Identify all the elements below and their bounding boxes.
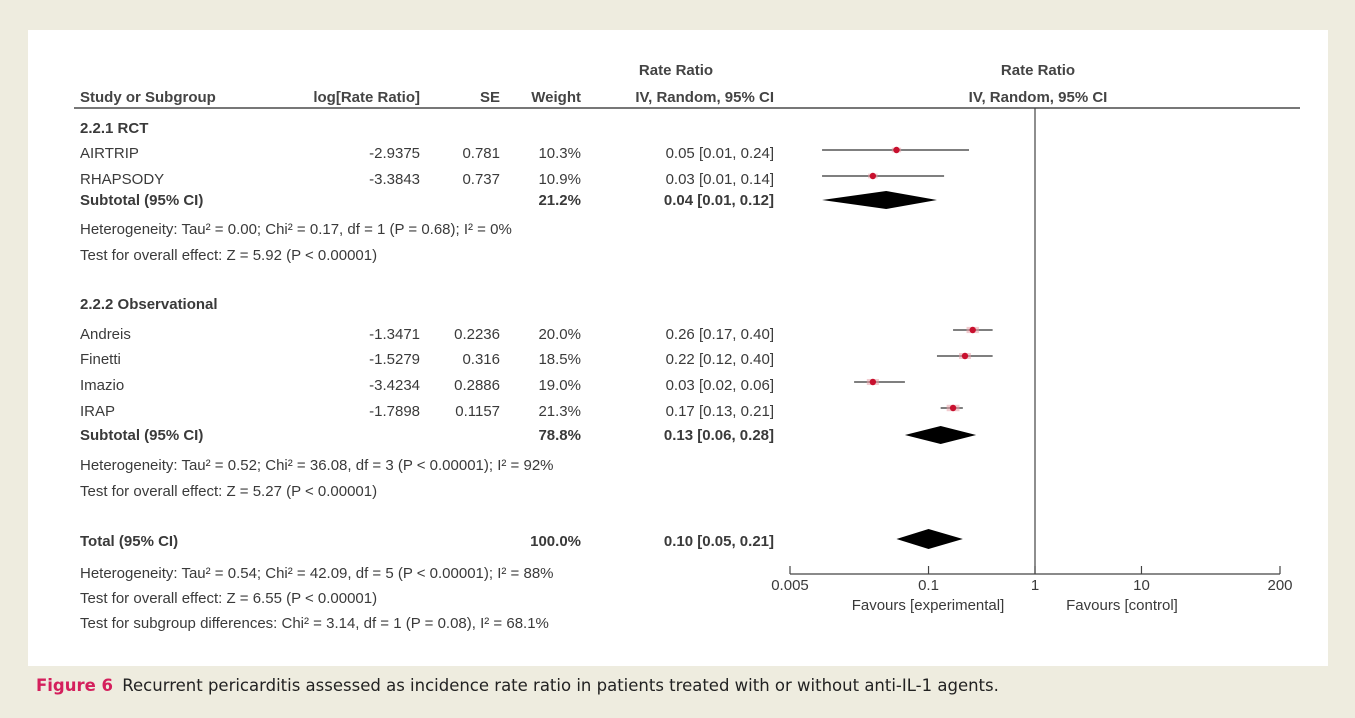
study-name: RHAPSODY [80,171,165,188]
heterogeneity-text: Heterogeneity: Tau² = 0.00; Chi² = 0.17,… [80,221,512,238]
forest-plot-panel: Rate Ratio Rate Ratio Study or Subgroup … [28,30,1328,666]
header-study: Study or Subgroup [80,89,216,106]
study-ci: 0.26 [0.17, 0.40] [665,326,774,343]
header-plot-method: IV, Random, 95% CI [968,89,1108,106]
study-ci: 0.17 [0.13, 0.21] [665,403,774,420]
study-log-rr: -1.3471 [369,326,420,343]
header-log-rr: log[Rate Ratio] [313,89,420,106]
study-weight: 10.9% [538,171,581,188]
favours-control-label: Favours [control] [1066,597,1178,614]
subgroup-title-rct: 2.2.1 RCT [80,120,149,137]
total-ci: 0.10 [0.05, 0.21] [663,533,774,550]
total-overall-effect-text: Test for overall effect: Z = 6.55 (P < 0… [80,590,378,607]
study-se: 0.316 [462,351,500,368]
subtotal-weight: 21.2% [538,192,581,209]
x-tick-label: 10 [1133,577,1150,594]
forest-plot-svg: 0.005 0.1 1 10 200 [771,108,1293,594]
subtotal-ci: 0.04 [0.01, 0.12] [663,192,774,209]
study-ci: 0.03 [0.02, 0.06] [665,377,774,394]
x-tick-label: 200 [1267,577,1292,594]
header-weight: Weight [531,89,581,106]
study-weight: 21.3% [538,403,581,420]
point-estimate [869,378,877,386]
header-plot-rate-ratio-top: Rate Ratio [1000,62,1076,79]
study-weight: 20.0% [538,326,581,343]
x-tick-label: 1 [1031,577,1039,594]
study-log-rr: -3.3843 [369,171,420,188]
subgroup-title-observational: 2.2.2 Observational [80,296,218,313]
subtotal-ci: 0.13 [0.06, 0.28] [663,427,774,444]
study-name: Andreis [80,326,131,343]
heterogeneity-text: Heterogeneity: Tau² = 0.52; Chi² = 36.08… [80,457,554,474]
study-log-rr: -1.5279 [369,351,420,368]
subgroup-differences-text: Test for subgroup differences: Chi² = 3.… [80,615,549,632]
study-name: AIRTRIP [80,145,139,162]
header-rate-ratio-top: Rate Ratio [638,62,714,79]
study-name: Finetti [80,351,121,368]
study-name: Imazio [80,377,125,394]
subtotal-label: Subtotal (95% CI) [80,427,204,444]
study-ci: 0.22 [0.12, 0.40] [665,351,774,368]
overall-effect-text: Test for overall effect: Z = 5.27 (P < 0… [80,483,378,500]
study-log-rr: -1.7898 [369,403,420,420]
total-weight: 100.0% [530,533,581,550]
study-weight: 10.3% [538,145,581,162]
study-se: 0.2886 [454,377,500,394]
total-diamond [896,529,963,549]
study-ci: 0.03 [0.01, 0.14] [665,171,774,188]
overall-effect-text: Test for overall effect: Z = 5.92 (P < 0… [80,247,378,264]
point-estimate [961,352,969,360]
figure-caption-text: Recurrent pericarditis assessed as incid… [122,676,999,695]
study-se: 0.737 [462,171,500,188]
study-name: IRAP [80,403,116,420]
header-se: SE [479,89,500,106]
study-se: 0.781 [462,145,500,162]
point-estimate [949,404,957,412]
x-tick-label: 0.005 [771,577,809,594]
study-se: 0.1157 [455,403,500,420]
point-estimate [869,172,877,180]
favours-experimental-label: Favours [experimental] [851,597,1005,614]
total-label: Total (95% CI) [80,533,179,550]
x-tick-label: 0.1 [918,577,939,594]
point-estimate [969,326,976,334]
subtotal-weight: 78.8% [538,427,581,444]
study-se: 0.2236 [454,326,500,343]
subtotal-diamond [904,426,977,444]
study-log-rr: -3.4234 [369,377,420,394]
study-weight: 19.0% [538,377,581,394]
study-log-rr: -2.9375 [369,145,420,162]
subtotal-diamond [822,191,937,209]
study-weight: 18.5% [538,351,581,368]
total-heterogeneity-text: Heterogeneity: Tau² = 0.54; Chi² = 42.09… [80,565,554,582]
header-rr-method: IV, Random, 95% CI [635,89,774,106]
header-divider [74,107,1300,109]
figure-label: Figure 6 [36,676,114,695]
subtotal-label: Subtotal (95% CI) [80,192,204,209]
study-ci: 0.05 [0.01, 0.24] [665,145,774,162]
point-estimate [893,146,900,154]
figure-caption: Figure 6 Recurrent pericarditis assessed… [36,676,999,695]
